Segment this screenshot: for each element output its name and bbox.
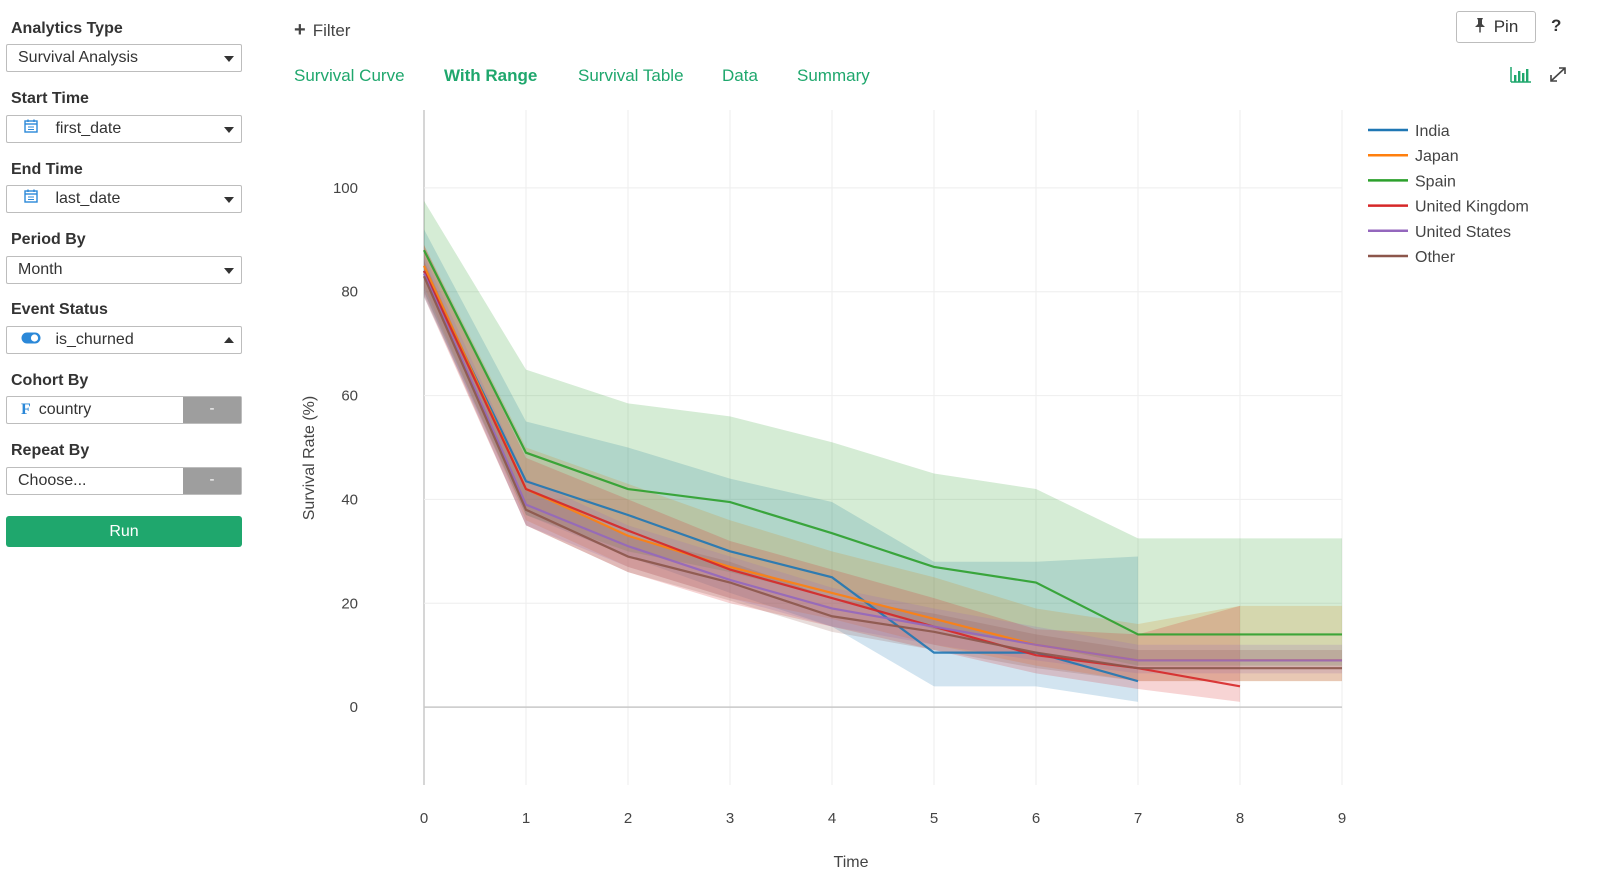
pin-button[interactable]: Pin — [1456, 11, 1536, 43]
end-time-value: last_date — [55, 190, 121, 208]
line-other — [422, 275, 1342, 670]
x-tick-label: 6 — [1032, 810, 1040, 827]
chevron-down-icon — [224, 197, 234, 203]
legend-label-india: India — [1415, 123, 1450, 140]
chart-grid — [423, 110, 1343, 785]
bar-chart-icon[interactable] — [1510, 66, 1532, 88]
band-india — [424, 229, 1138, 702]
legend-label-japan: Japan — [1415, 148, 1459, 165]
repeat-by-select[interactable]: Choose... — [18, 472, 87, 489]
cohort-by-remove-button[interactable]: - — [183, 397, 241, 423]
chevron-down-icon — [224, 56, 234, 62]
x-tick-label: 1 — [522, 810, 530, 827]
confidence-bands — [424, 200, 1342, 702]
cohort-by-label: Cohort By — [11, 372, 89, 389]
y-tick-label: 0 — [350, 699, 358, 716]
legend-label-united-states: United States — [1415, 224, 1511, 241]
x-axis-title: Time — [834, 854, 869, 871]
repeat-by-field: Choose... - — [6, 467, 242, 495]
chart-legend: India Japan Spain United Kingdom United Stat… — [1368, 123, 1529, 266]
y-tick-label: 40 — [341, 491, 358, 508]
band-other — [424, 260, 1342, 682]
factor-icon: F — [21, 401, 31, 418]
analytics-type-label: Analytics Type — [11, 20, 123, 37]
repeat-by-label: Repeat By — [11, 442, 90, 459]
x-tick-label: 3 — [726, 810, 734, 827]
chevron-up-icon — [224, 337, 234, 343]
analytics-type-select[interactable]: Survival Analysis — [6, 44, 242, 72]
band-united-kingdom — [424, 245, 1240, 702]
plus-icon: + — [294, 19, 306, 41]
calendar-icon — [20, 116, 42, 142]
start-time-value: first_date — [55, 120, 122, 138]
legend-label-other: Other — [1415, 249, 1456, 266]
analytics-type-value: Survival Analysis — [18, 49, 139, 66]
chevron-down-icon — [224, 127, 234, 133]
period-by-value: Month — [18, 261, 63, 278]
end-time-select[interactable]: last_date — [6, 185, 242, 213]
x-tick-label: 4 — [828, 810, 836, 827]
band-spain — [424, 200, 1342, 666]
period-by-select[interactable]: Month — [6, 256, 242, 284]
filter-label: Filter — [312, 21, 351, 40]
pin-label: Pin — [1493, 17, 1519, 36]
tab-with-range[interactable]: With Range — [444, 66, 538, 85]
band-japan — [424, 245, 1342, 682]
line-united-states — [422, 273, 1342, 662]
y-tick-label: 60 — [341, 388, 358, 405]
line-india — [423, 270, 1139, 683]
calendar-icon — [20, 186, 42, 212]
expand-icon[interactable] — [1549, 66, 1567, 88]
event-status-value: is_churned — [55, 331, 134, 349]
band-united-states — [424, 255, 1342, 674]
filter-button[interactable]: + Filter — [294, 19, 350, 42]
settings-sidebar: Analytics Type Survival Analysis Start T… — [0, 0, 260, 893]
period-by-label: Period By — [11, 231, 86, 248]
line-spain — [423, 249, 1342, 636]
y-tick-label: 100 — [333, 180, 358, 197]
tab-survival-table[interactable]: Survival Table — [578, 66, 684, 85]
tab-survival-curve[interactable]: Survival Curve — [294, 66, 405, 85]
start-time-label: Start Time — [11, 90, 89, 107]
toggle-icon — [20, 327, 42, 353]
tab-summary[interactable]: Summary — [797, 66, 870, 85]
series-lines — [422, 249, 1342, 688]
legend-label-united-kingdom: United Kingdom — [1415, 199, 1529, 216]
x-tick-label: 5 — [930, 810, 938, 827]
x-tick-label: 0 — [420, 810, 428, 827]
y-axis-title: Survival Rate (%) — [301, 396, 318, 520]
y-tick-label: 20 — [341, 595, 358, 612]
y-tick-label: 80 — [341, 284, 358, 301]
repeat-by-remove-button[interactable]: - — [183, 468, 241, 494]
x-tick-label: 8 — [1236, 810, 1244, 827]
cohort-by-value: country — [38, 401, 92, 418]
x-tick-label: 2 — [624, 810, 632, 827]
tab-data[interactable]: Data — [722, 66, 758, 85]
legend-label-spain: Spain — [1415, 173, 1456, 190]
x-tick-label: 9 — [1338, 810, 1346, 827]
end-time-label: End Time — [11, 161, 83, 178]
run-button[interactable]: Run — [6, 516, 242, 547]
event-status-label: Event Status — [11, 301, 108, 318]
event-status-select[interactable]: is_churned — [6, 326, 242, 354]
help-icon[interactable]: ? — [1551, 16, 1562, 35]
axis-ticks: 0 1 2 3 4 5 6 7 8 9 0 20 40 60 80 100 — [333, 180, 1346, 827]
x-tick-label: 7 — [1134, 810, 1142, 827]
chevron-down-icon — [224, 268, 234, 274]
pin-icon — [1474, 13, 1486, 43]
start-time-select[interactable]: first_date — [6, 115, 242, 143]
